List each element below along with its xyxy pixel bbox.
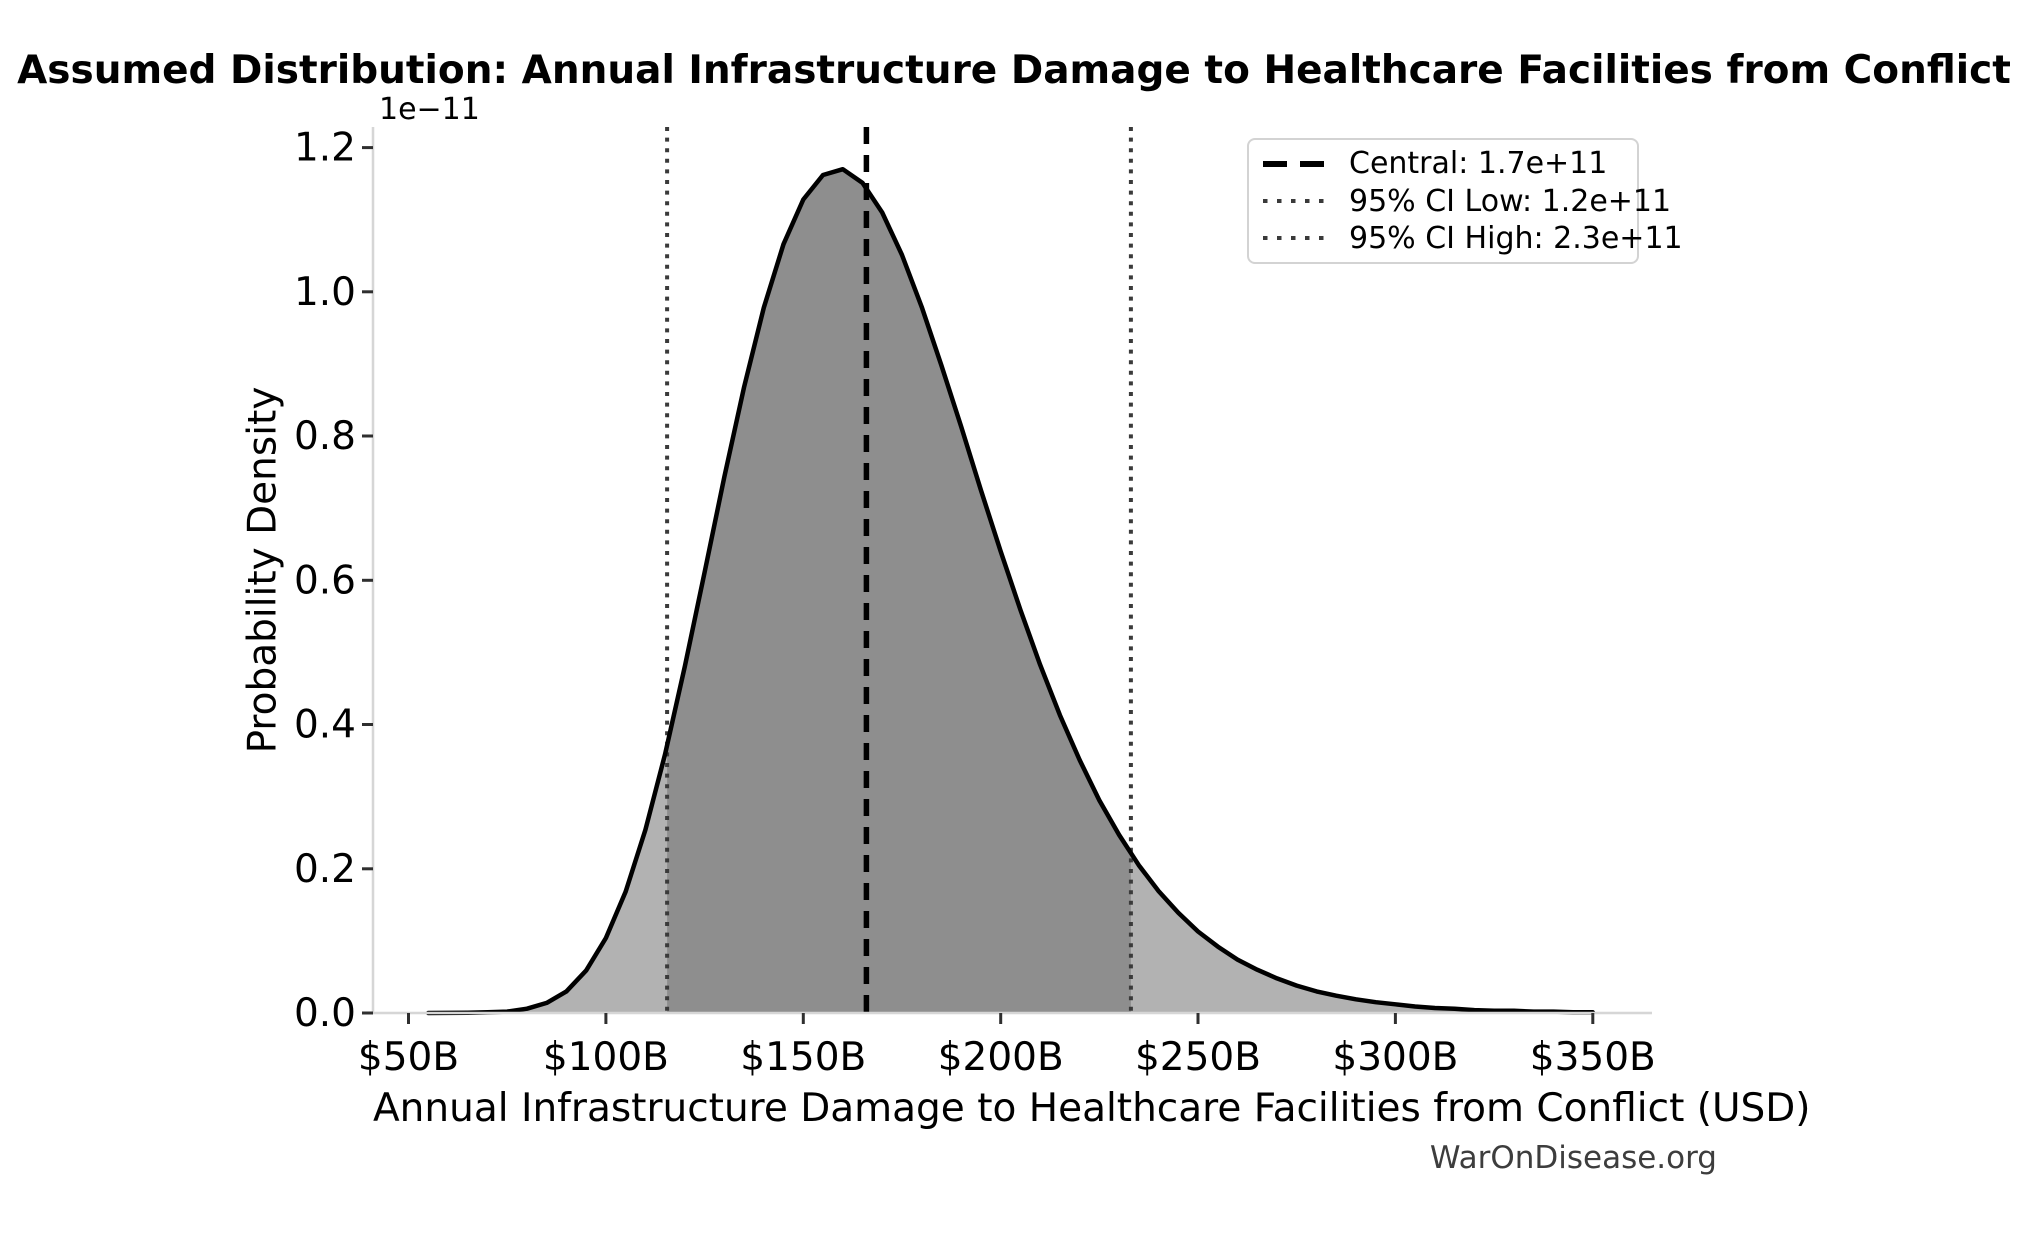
watermark: WarOnDisease.org xyxy=(1429,1140,1717,1176)
density-curve xyxy=(426,166,1596,1016)
legend-item-label: 95% CI Low: 1.2e+11 xyxy=(1349,183,1672,219)
y-axis-label: Probability Density xyxy=(240,386,286,754)
y-tick-label: 0.0 xyxy=(294,991,356,1036)
x-tick-label: $100B xyxy=(543,1035,669,1080)
y-tick-label: 1.0 xyxy=(294,270,356,315)
legend: Central: 1.7e+11 95% CI Low: 1.2e+11 95%… xyxy=(1247,138,1683,264)
legend-item-ci-high: 95% CI High: 2.3e+11 xyxy=(1263,221,1683,256)
x-tick-label: $250B xyxy=(1135,1035,1261,1080)
y-tick-label: 0.2 xyxy=(294,847,356,892)
x-tick-label: $50B xyxy=(358,1035,459,1080)
y-tick-label: 1.2 xyxy=(294,126,356,171)
legend-item-central: Central: 1.7e+11 xyxy=(1263,146,1623,181)
y-tick-label: 0.4 xyxy=(294,703,356,748)
dotted-line-sample-icon xyxy=(1263,236,1329,241)
density-fill-ci-region xyxy=(667,169,1131,1013)
x-tick-label: $300B xyxy=(1332,1035,1458,1080)
dashed-line-sample-icon xyxy=(1263,160,1329,167)
chart-title: Assumed Distribution: Annual Infrastruct… xyxy=(17,48,2011,93)
x-tick-label: $350B xyxy=(1530,1035,1656,1080)
y-axis-scale-offset: 1e−11 xyxy=(379,92,480,127)
legend-item-label: Central: 1.7e+11 xyxy=(1349,146,1608,182)
x-tick-label: $150B xyxy=(740,1035,866,1080)
y-tick-label: 0.8 xyxy=(294,414,356,459)
dotted-line-sample-icon xyxy=(1263,199,1329,203)
legend-item-label: 95% CI High: 2.3e+11 xyxy=(1349,220,1683,256)
x-tick-label: $200B xyxy=(938,1035,1064,1080)
y-tick-label: 0.6 xyxy=(294,558,356,603)
legend-item-ci-low: 95% CI Low: 1.2e+11 xyxy=(1263,184,1671,219)
x-axis-label: Annual Infrastructure Damage to Healthca… xyxy=(373,1086,1811,1131)
